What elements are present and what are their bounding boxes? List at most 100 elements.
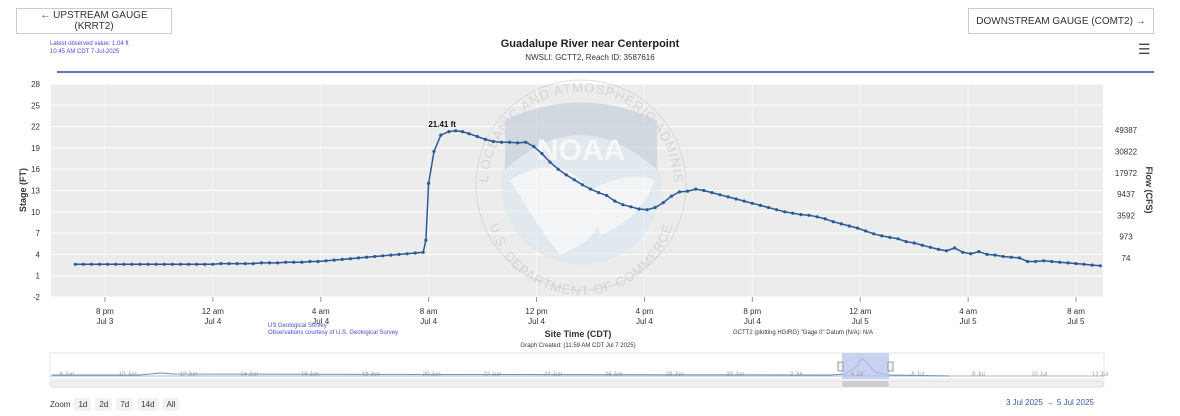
data-point (855, 226, 860, 230)
navigator-handle-right[interactable] (887, 361, 894, 372)
data-point (953, 246, 957, 250)
latest-observed: Latest observed value: 1.04 ft 10:45 AM … (50, 40, 129, 56)
data-point (564, 173, 568, 177)
data-point (766, 205, 771, 210)
data-point (1017, 256, 1022, 260)
data-point (106, 262, 110, 266)
x-tick-date: Jul 4 (312, 317, 329, 326)
range-to[interactable]: 5 Jul 2025 (1056, 398, 1094, 407)
navigator-label: 26 Jun (605, 372, 623, 378)
y-tick-label: 19 (31, 144, 40, 153)
data-point (1082, 262, 1086, 266)
data-point (1090, 263, 1094, 267)
flow-tick-label: 17972 (1115, 169, 1138, 178)
source-credit: US Geological Survey (268, 323, 327, 329)
x-tick-time: 8 am (420, 307, 438, 316)
data-point (532, 144, 536, 149)
graph-created: Graph Created: (11:59 AM CDT Jul 7 2025) (520, 343, 635, 349)
data-point (839, 222, 843, 226)
data-point (316, 259, 320, 264)
data-point (467, 132, 471, 136)
data-point (597, 191, 601, 195)
stage-series: 21.41 ft (73, 120, 1102, 268)
flow-tick-label: 9437 (1117, 190, 1135, 199)
data-point (823, 217, 827, 221)
x-tick-time: 4 am (312, 307, 330, 316)
data-point (653, 205, 657, 210)
data-point (661, 201, 665, 205)
navigator-label: 6 Jun (60, 372, 75, 378)
data-point (122, 262, 126, 266)
data-point (993, 253, 997, 257)
navigator-label: 10 Jun (119, 372, 137, 378)
flow-axis-ticks: 74 973 3592 9437 17972 30822 49387 (1115, 126, 1138, 263)
data-point (556, 167, 560, 171)
data-point (1074, 262, 1078, 266)
data-point (365, 255, 369, 259)
x-tick-date: Jul 5 (852, 317, 869, 326)
zoom-all-button[interactable]: All (162, 398, 180, 411)
navigator-scrollbar[interactable] (49, 380, 1105, 388)
data-point (1001, 254, 1005, 259)
y-tick-label: 10 (31, 208, 40, 217)
navigator-scrollbar-thumb[interactable] (842, 381, 889, 387)
data-point (178, 262, 183, 266)
range-from[interactable]: 3 Jul 2025 (1006, 398, 1043, 407)
flow-tick-label: 3592 (1117, 211, 1135, 220)
data-point (227, 262, 231, 266)
data-point (758, 203, 763, 207)
navigator-label: 8 Jul (972, 372, 985, 378)
stage-line (75, 130, 1101, 267)
x-tick-time: 12 pm (525, 307, 548, 316)
navigator-label: 30 Jun (726, 372, 744, 378)
data-point (447, 130, 451, 134)
data-point (928, 245, 933, 249)
zoom-14d-button[interactable]: 14d (137, 398, 159, 411)
downstream-gauge-button[interactable]: DOWNSTREAM GAUGE (COMT2) → (968, 8, 1154, 34)
data-point (888, 235, 892, 239)
data-point (405, 252, 409, 256)
data-point (73, 262, 77, 266)
navigator-label: 22 Jun (483, 372, 501, 378)
zoom-2d-button[interactable]: 2d (95, 398, 113, 411)
data-point (89, 262, 94, 266)
data-point (267, 261, 272, 265)
upstream-gauge-button[interactable]: ← UPSTREAM GAUGE (KRRT2) (16, 8, 172, 34)
data-point (340, 257, 344, 261)
data-point (613, 199, 617, 203)
data-point (1058, 260, 1062, 264)
x-tick-time: 12 am (202, 307, 225, 316)
x-tick-date: Jul 5 (960, 317, 977, 326)
data-point (944, 249, 949, 253)
data-point (324, 259, 328, 263)
navigator-handle-left[interactable] (837, 361, 844, 372)
y-tick-label: 4 (36, 250, 41, 259)
zoom-1d-button[interactable]: 1d (74, 398, 92, 411)
data-point (742, 199, 746, 203)
data-point (251, 262, 255, 266)
data-point (750, 201, 754, 205)
flow-tick-label: 74 (1122, 254, 1131, 263)
navigator[interactable]: 6 Jun 10 Jun 12 Jun 14 Jun 16 Jun 18 Jun 20 Ju… (49, 352, 1108, 388)
data-point (783, 210, 787, 214)
data-point (588, 187, 593, 191)
hamburger-menu-icon[interactable]: ☰ (1138, 41, 1151, 57)
data-point (114, 262, 118, 266)
navigator-label: 20 Jun (423, 372, 441, 378)
data-point (872, 232, 876, 236)
data-point (508, 140, 512, 144)
data-point (308, 259, 312, 264)
navigator-selection[interactable] (842, 353, 889, 379)
data-point (572, 178, 576, 182)
data-point (1042, 259, 1046, 263)
data-point (491, 139, 495, 144)
data-point (775, 208, 779, 212)
data-point (98, 262, 102, 266)
data-point (718, 193, 722, 197)
x-tick-date: Jul 4 (744, 317, 761, 326)
navigator-label: 28 Jun (666, 372, 684, 378)
zoom-7d-button[interactable]: 7d (116, 398, 134, 411)
data-point (815, 215, 819, 219)
data-point (694, 187, 698, 191)
